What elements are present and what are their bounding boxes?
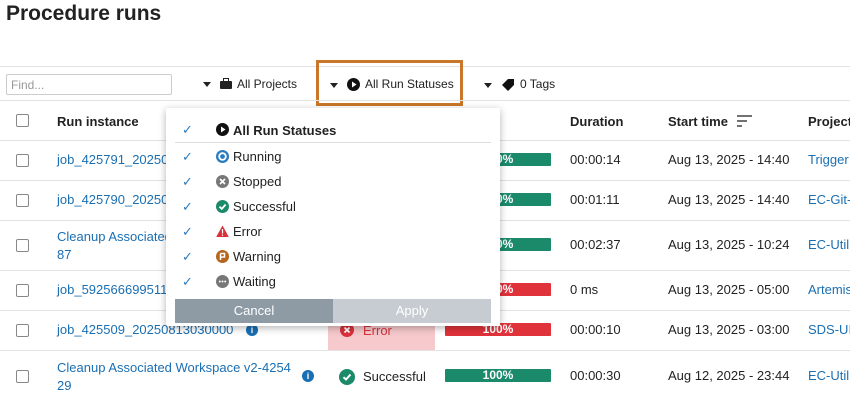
duration: 00:02:37 bbox=[570, 237, 621, 252]
project-link[interactable]: EC-Util bbox=[808, 237, 850, 252]
check-mark: ✓ bbox=[182, 224, 193, 239]
highlight-box bbox=[316, 60, 463, 106]
status-label: Successful bbox=[363, 368, 426, 384]
check-mark: ✓ bbox=[182, 149, 193, 164]
status-icon bbox=[340, 323, 354, 340]
play-icon bbox=[347, 78, 360, 91]
project-link[interactable]: SDS-UI bbox=[808, 322, 850, 337]
status-option[interactable]: Waiting bbox=[233, 274, 276, 289]
start-time: Aug 13, 2025 - 14:40 bbox=[668, 152, 790, 167]
run-instance-link[interactable]: job_592566699511 bbox=[57, 282, 168, 297]
project-link[interactable]: EC-Util bbox=[808, 367, 850, 383]
status-icon bbox=[339, 368, 355, 388]
column-header[interactable]: Start time bbox=[668, 114, 728, 129]
duration: 00:00:10 bbox=[570, 322, 621, 337]
start-time: Aug 13, 2025 - 05:00 bbox=[668, 282, 790, 297]
search-placeholder: Find... bbox=[11, 78, 45, 92]
info-icon[interactable]: i bbox=[302, 369, 314, 382]
page-title: Procedure runs bbox=[6, 2, 162, 25]
filter-label: 0 Tags bbox=[520, 77, 556, 91]
start-time: Aug 12, 2025 - 23:44 bbox=[668, 367, 790, 383]
filter-label: All Run Statuses bbox=[365, 77, 454, 91]
divider bbox=[175, 142, 491, 143]
status-option[interactable]: Error bbox=[233, 224, 262, 239]
column-header[interactable]: Run instance bbox=[57, 114, 139, 129]
check-mark: ✓ bbox=[182, 199, 193, 214]
play-icon bbox=[216, 123, 229, 136]
duration: 00:00:30 bbox=[570, 367, 621, 383]
project-link[interactable]: Trigger bbox=[808, 152, 849, 167]
duration: 00:00:14 bbox=[570, 152, 621, 167]
cancel-button[interactable]: Cancel bbox=[175, 299, 333, 323]
briefcase-icon bbox=[220, 78, 232, 89]
check-mark: ✓ bbox=[182, 249, 193, 264]
check-mark: ✓ bbox=[182, 174, 193, 189]
status-icon bbox=[216, 225, 229, 241]
row-checkbox[interactable] bbox=[16, 284, 29, 297]
status-icon bbox=[216, 250, 229, 266]
run-instance-link[interactable]: Cleanup Associated Workspace v2-425429 bbox=[57, 359, 291, 393]
search-input[interactable]: Find... bbox=[6, 74, 172, 95]
row-divider bbox=[0, 350, 850, 351]
row-checkbox[interactable] bbox=[16, 239, 29, 252]
status-icon bbox=[216, 200, 229, 216]
run-instance-link[interactable]: job_425791_20250 bbox=[57, 152, 169, 167]
sort-icon[interactable] bbox=[737, 115, 753, 127]
start-time: Aug 13, 2025 - 14:40 bbox=[668, 192, 790, 207]
run-instance-link[interactable]: job_425790_20250 bbox=[57, 192, 169, 207]
status-label: Error bbox=[363, 323, 392, 338]
column-header[interactable]: Project bbox=[808, 114, 850, 129]
duration: 00:01:11 bbox=[570, 192, 620, 207]
progress-bar: 100% bbox=[445, 368, 551, 382]
column-header[interactable]: Duration bbox=[570, 114, 624, 129]
status-option[interactable]: Warning bbox=[233, 249, 281, 264]
check-mark: ✓ bbox=[182, 274, 193, 289]
project-link[interactable]: Artemis bbox=[808, 282, 850, 297]
status-cell: Successful bbox=[328, 351, 435, 401]
start-time: Aug 13, 2025 - 10:24 bbox=[668, 237, 790, 252]
status-icon bbox=[216, 175, 229, 191]
row-checkbox[interactable] bbox=[16, 369, 29, 383]
row-checkbox[interactable] bbox=[16, 194, 29, 207]
status-option[interactable]: Successful bbox=[233, 199, 296, 214]
dropdown-header[interactable]: All Run Statuses bbox=[233, 123, 337, 138]
apply-button[interactable]: Apply bbox=[333, 299, 491, 323]
start-time: Aug 13, 2025 - 03:00 bbox=[668, 322, 790, 337]
check-mark: ✓ bbox=[182, 122, 193, 137]
row-checkbox[interactable] bbox=[16, 154, 29, 167]
duration: 0 ms bbox=[570, 282, 599, 297]
row-checkbox[interactable] bbox=[16, 324, 29, 337]
info-icon[interactable]: i bbox=[246, 324, 258, 336]
status-icon bbox=[216, 275, 229, 291]
select-all-checkbox[interactable] bbox=[16, 114, 29, 127]
status-option[interactable]: Stopped bbox=[233, 174, 282, 189]
status-dropdown: ✓ All Run Statuses ✓ Running ✓ Stopped ✓ Succ… bbox=[166, 108, 500, 326]
filter-label: All Projects bbox=[237, 77, 298, 91]
status-icon bbox=[216, 150, 229, 166]
divider bbox=[0, 100, 850, 101]
divider bbox=[0, 66, 850, 67]
status-option[interactable]: Running bbox=[233, 149, 282, 164]
tag-icon bbox=[502, 79, 514, 91]
project-link[interactable]: EC-Git- bbox=[808, 192, 850, 207]
